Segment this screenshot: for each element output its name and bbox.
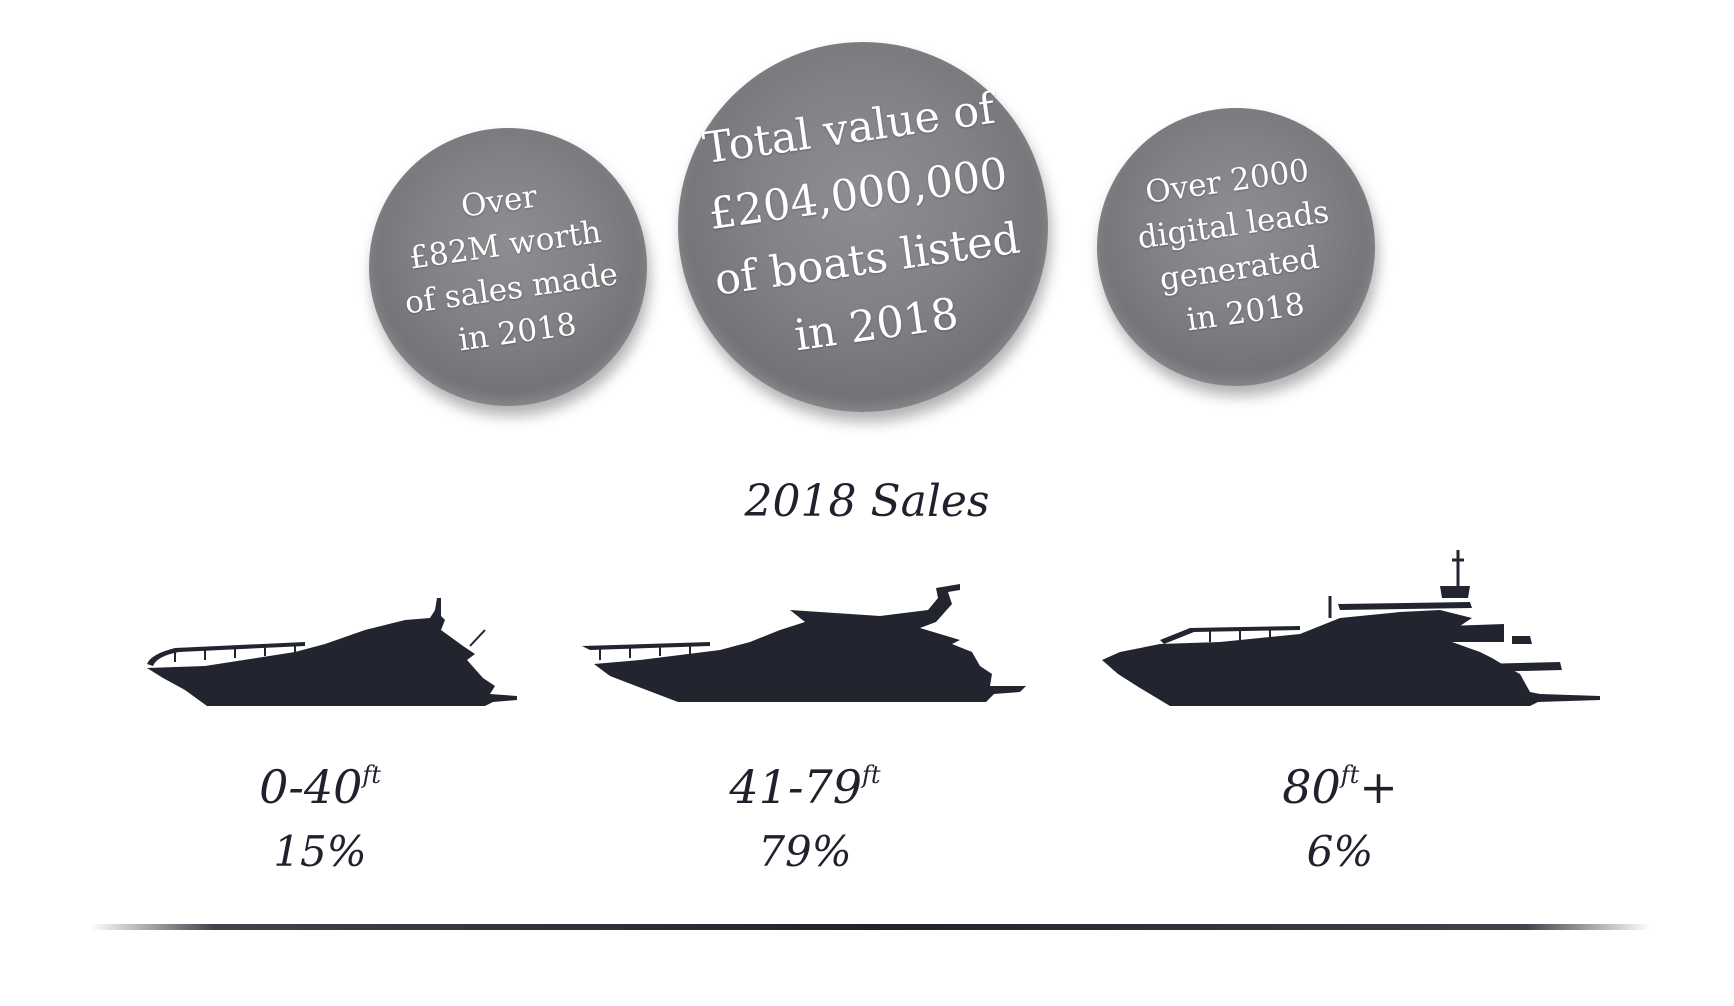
stat-bubble-sales-value: Over £82M worth of sales made in 2018 [369, 128, 647, 406]
stat-bubble-digital-leads: Over 2000 digital leads generated in 201… [1097, 108, 1375, 386]
category-range: 80ft+ [1282, 760, 1398, 814]
category-percent: 79% [758, 827, 852, 876]
large-yacht-icon [1102, 550, 1600, 706]
stat-bubble-text: Over £82M worth of sales made in 2018 [402, 178, 620, 359]
category-range: 0-40ft [259, 760, 381, 814]
stat-bubble-text: Over 2000 digital leads generated in 201… [1134, 152, 1331, 339]
stat-bubble-total-listed: Total value of £204,000,000 of boats lis… [678, 42, 1048, 412]
size-category-medium: 41-79ft 79% [655, 756, 955, 882]
size-category-small: 0-40ft 15% [170, 756, 470, 882]
category-percent: 6% [1306, 827, 1374, 876]
sales-heading: 2018 Sales [744, 476, 990, 527]
divider-line [90, 924, 1650, 930]
stat-bubble-text: Total value of £204,000,000 of boats lis… [700, 83, 1024, 362]
small-yacht-icon [147, 598, 517, 706]
medium-yacht-icon [582, 584, 1026, 702]
category-range: 41-79ft [729, 760, 881, 814]
size-category-large: 80ft+ 6% [1190, 756, 1490, 882]
category-percent: 15% [273, 827, 367, 876]
